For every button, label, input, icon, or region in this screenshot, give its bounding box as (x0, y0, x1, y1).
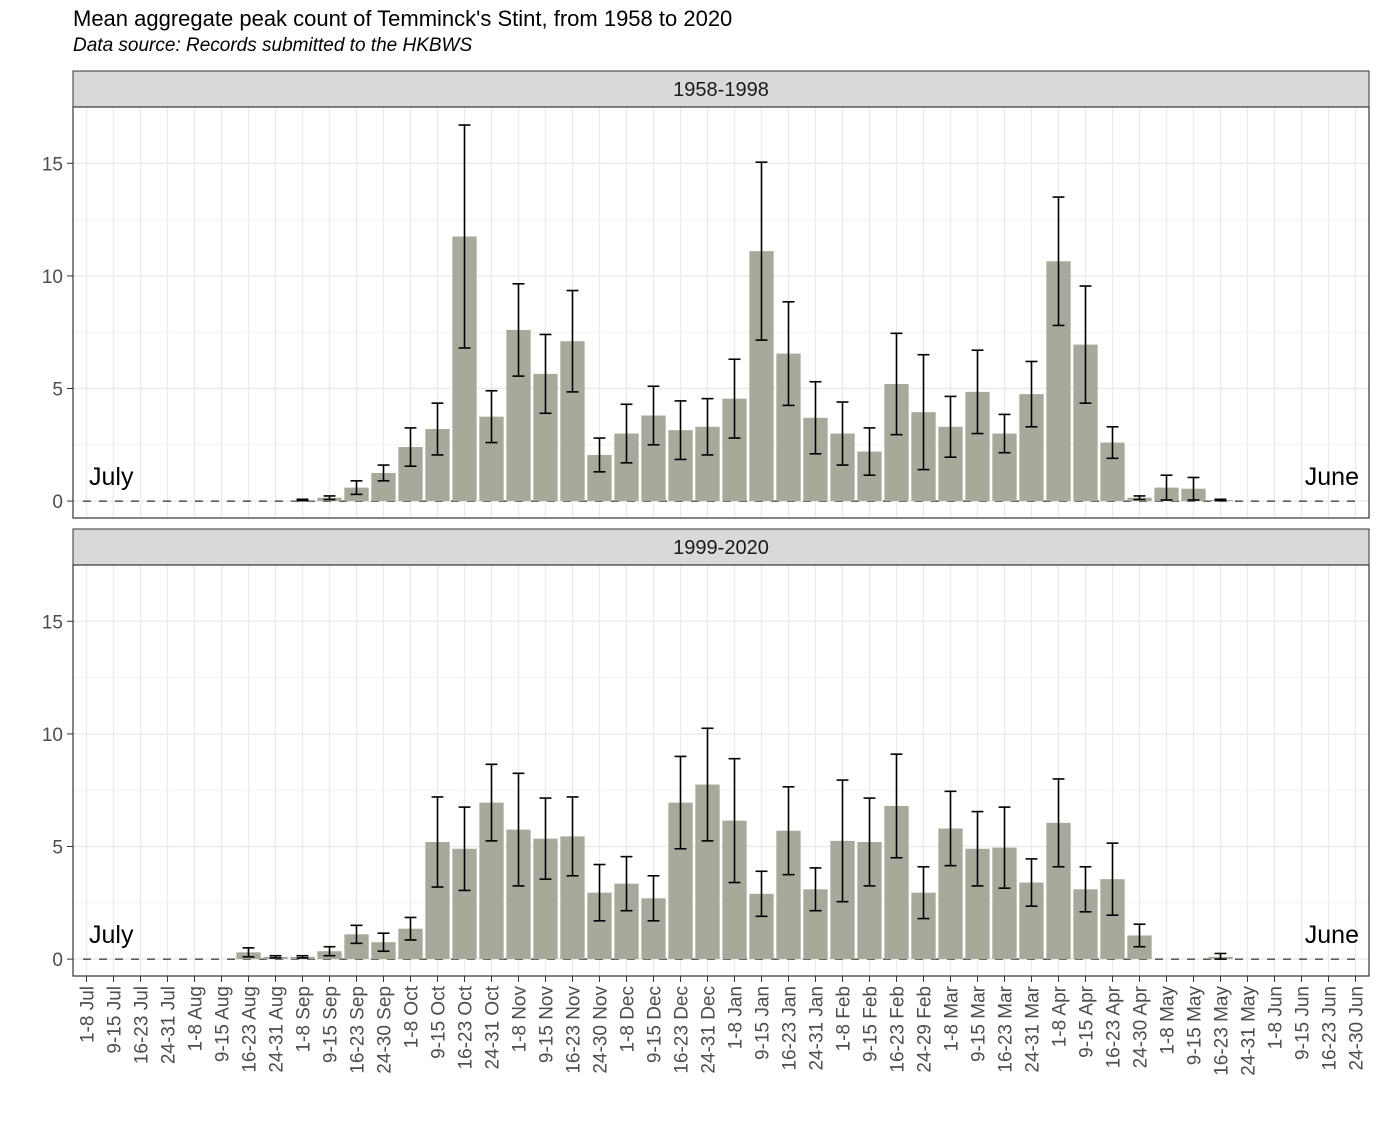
x-tick-label: 1-8 Dec (618, 986, 639, 1053)
y-tick-label: 10 (42, 725, 63, 746)
x-tick-label: 9-15 Dec (645, 986, 666, 1063)
x-tick-label: 24-29 Feb (915, 986, 936, 1073)
annotation-right: June (1305, 463, 1359, 491)
x-tick-label: 16-23 Feb (888, 986, 909, 1073)
x-tick-label: 24-31 Jan (807, 986, 828, 1071)
y-tick-label: 5 (52, 380, 63, 401)
x-tick-label: 9-15 Feb (861, 986, 882, 1062)
annotation-right: June (1305, 921, 1359, 949)
x-tick-label: 9-15 Mar (969, 985, 990, 1062)
x-tick-label: 16-23 Sep (348, 986, 369, 1074)
panel-border (72, 564, 1370, 977)
x-tick-label: 16-23 Nov (564, 986, 585, 1074)
x-tick-label: 24-30 Nov (591, 986, 612, 1074)
x-tick-label: 9-15 Apr (1077, 985, 1098, 1057)
x-tick-label: 9-15 Oct (429, 985, 450, 1059)
y-tick-label: 0 (52, 492, 63, 513)
x-tick-label: 16-23 Jan (780, 986, 801, 1071)
x-tick-label: 24-31 Oct (483, 985, 504, 1069)
annotation-left: July (89, 463, 134, 491)
x-tick-label: 9-15 Aug (213, 986, 234, 1062)
x-tick-label: 1-8 Aug (186, 986, 207, 1052)
x-tick-label: 9-15 Jun (1293, 986, 1314, 1060)
x-tick-label: 1-8 May (1158, 986, 1179, 1055)
x-tick-label: 9-15 Jan (753, 986, 774, 1060)
x-tick-label: 24-30 Apr (1131, 985, 1152, 1068)
x-tick-label: 1-8 Mar (942, 985, 963, 1051)
panel-strip (72, 70, 1370, 108)
panel-background (73, 107, 1369, 518)
panel-background (73, 565, 1369, 976)
chart-title: Mean aggregate peak count of Temminck's … (73, 6, 733, 31)
x-tick-label: 9-15 May (1185, 986, 1206, 1066)
y-tick-label: 0 (52, 950, 63, 971)
x-tick-label: 24-31 Jul (159, 986, 180, 1064)
chart-subtitle: Data source: Records submitted to the HK… (73, 35, 473, 56)
x-tick-label: 16-23 Jun (1320, 986, 1341, 1071)
x-tick-label: 16-23 May (1212, 986, 1233, 1076)
x-tick-label: 16-23 Jul (132, 986, 153, 1064)
panel-strip-label: 1958-1998 (673, 79, 769, 101)
x-tick-label: 1-8 Feb (834, 986, 855, 1051)
y-tick-label: 15 (42, 154, 63, 175)
x-tick-label: 1-8 Jul (78, 986, 99, 1043)
x-tick-label: 16-23 Dec (672, 986, 693, 1074)
x-tick-label: 16-23 Oct (456, 985, 477, 1069)
panel-strip-label: 1999-2020 (673, 537, 769, 559)
x-tick-label: 9-15 Sep (321, 986, 342, 1063)
panel-border (72, 106, 1370, 519)
x-tick-label: 1-8 Oct (402, 985, 423, 1048)
y-tick-label: 5 (52, 838, 63, 859)
annotation-left: July (89, 921, 134, 949)
x-tick-label: 24-31 May (1239, 986, 1260, 1076)
x-tick-label: 24-31 Aug (267, 986, 288, 1073)
y-tick-label: 15 (42, 612, 63, 633)
x-tick-label: 1-8 Jun (1266, 986, 1287, 1049)
x-tick-label: 1-8 Sep (294, 986, 315, 1053)
x-tick-label: 24-30 Jun (1347, 986, 1368, 1071)
x-tick-label: 1-8 Jan (726, 986, 747, 1049)
x-tick-label: 1-8 Nov (510, 986, 531, 1053)
x-tick-label: 16-23 Aug (240, 986, 261, 1073)
x-tick-label: 9-15 Jul (105, 986, 126, 1054)
x-tick-label: 16-23 Mar (996, 985, 1017, 1072)
panel-strip (72, 528, 1370, 566)
x-tick-label: 16-23 Apr (1104, 985, 1125, 1068)
x-tick-label: 9-15 Nov (537, 986, 558, 1064)
x-tick-label: 24-30 Sep (375, 986, 396, 1074)
title-block: Mean aggregate peak count of Temminck's … (73, 5, 732, 59)
x-tick-label: 24-31 Mar (1023, 985, 1044, 1072)
x-tick-label: 24-31 Dec (699, 986, 720, 1074)
x-tick-label: 1-8 Apr (1050, 985, 1071, 1047)
y-tick-label: 10 (42, 267, 63, 288)
